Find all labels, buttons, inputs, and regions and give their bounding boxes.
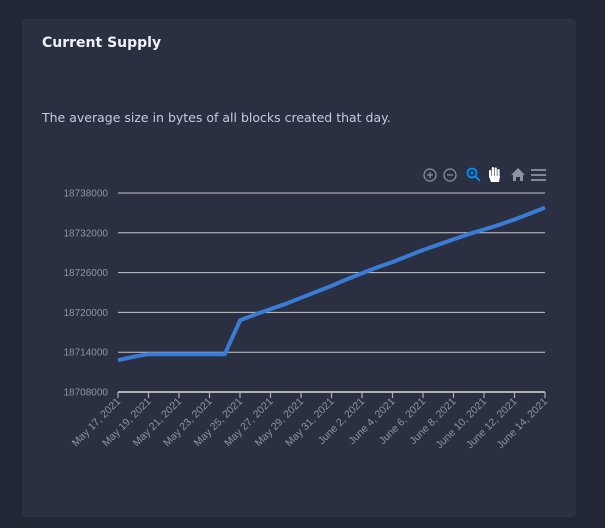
series-line [117, 205, 546, 363]
y-tick-label: 18720000 [64, 308, 109, 319]
card-description: The average size in bytes of all blocks … [42, 110, 391, 125]
reset-home-icon[interactable] [511, 168, 525, 181]
menu-icon[interactable] [531, 169, 546, 181]
chart-toolbar [423, 167, 546, 182]
current-supply-card: Current Supply The average size in bytes… [22, 19, 576, 517]
pan-hand-icon[interactable] [489, 167, 500, 182]
y-tick-label: 18738000 [64, 189, 109, 200]
y-tick-label: 18726000 [64, 268, 109, 279]
selection-zoom-icon[interactable] [466, 167, 481, 182]
y-tick-label: 18708000 [64, 388, 109, 399]
zoom-in-icon[interactable] [423, 168, 437, 182]
y-tick-label: 18732000 [64, 228, 109, 239]
card-title: Current Supply [42, 35, 162, 51]
zoom-out-icon[interactable] [443, 168, 457, 182]
y-tick-label: 18714000 [64, 348, 109, 359]
